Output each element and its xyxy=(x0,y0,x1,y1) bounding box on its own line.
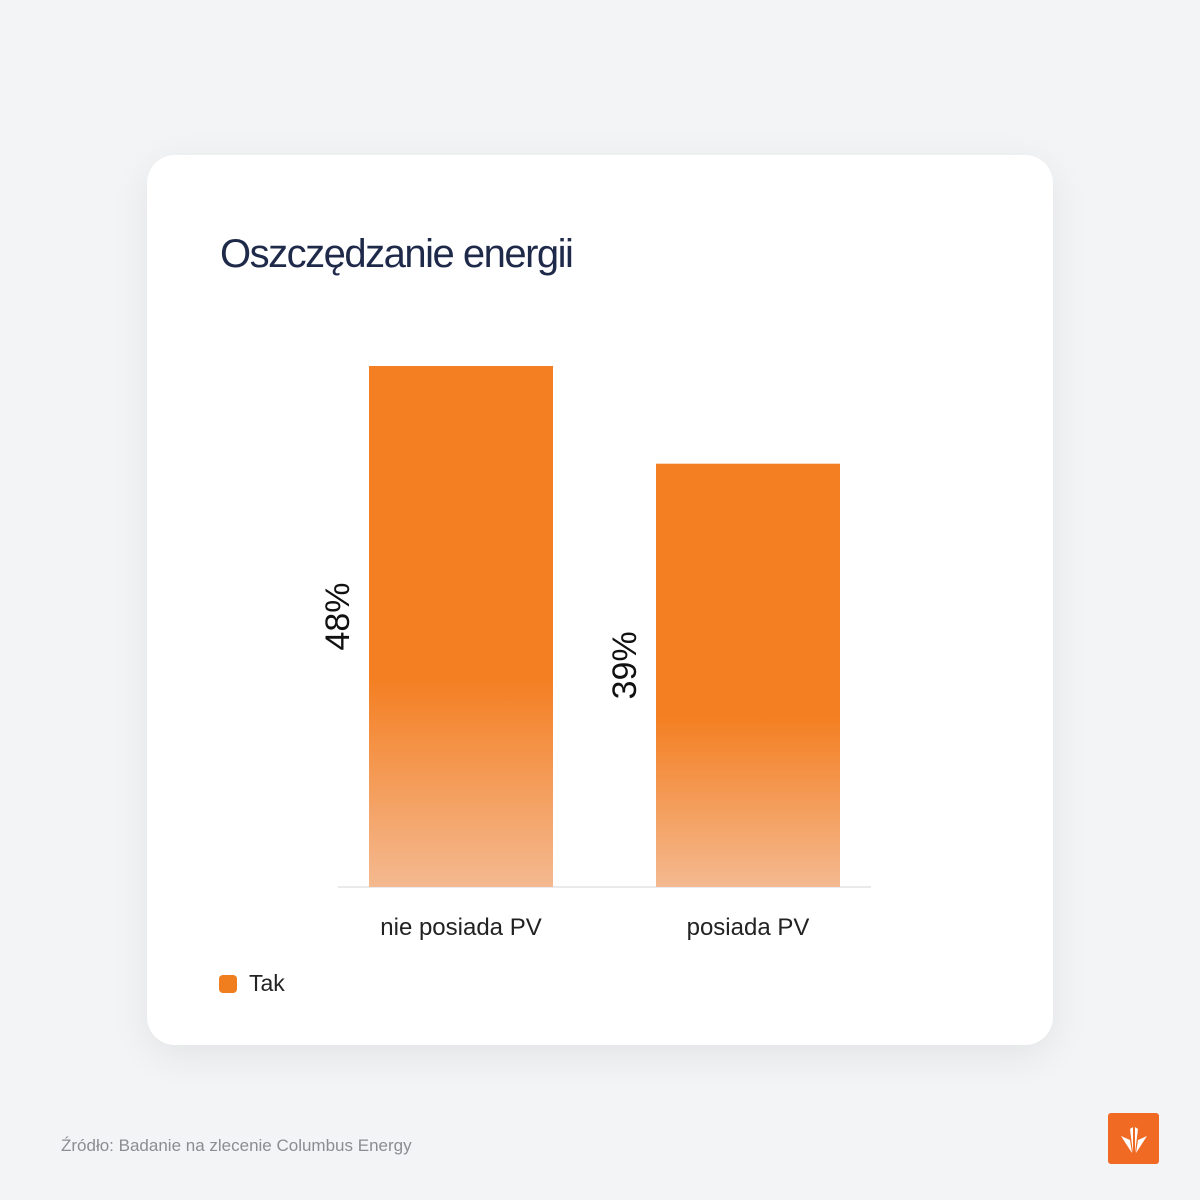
chart-title: Oszczędzanie energii xyxy=(220,232,574,276)
category-label: posiada PV xyxy=(687,914,810,941)
source-note: Źródło: Badanie na zlecenie Columbus Ene… xyxy=(61,1136,412,1155)
legend-label: Tak xyxy=(249,970,285,996)
bar-0 xyxy=(369,366,553,887)
bar-1 xyxy=(656,463,840,887)
columbus-energy-logo-icon xyxy=(1108,1113,1159,1164)
legend: Tak xyxy=(219,970,285,997)
value-label: 48% xyxy=(319,582,357,650)
legend-swatch xyxy=(219,974,237,993)
chart-card xyxy=(147,155,1053,1045)
value-label: 39% xyxy=(606,631,644,699)
category-label: nie posiada PV xyxy=(380,914,541,941)
